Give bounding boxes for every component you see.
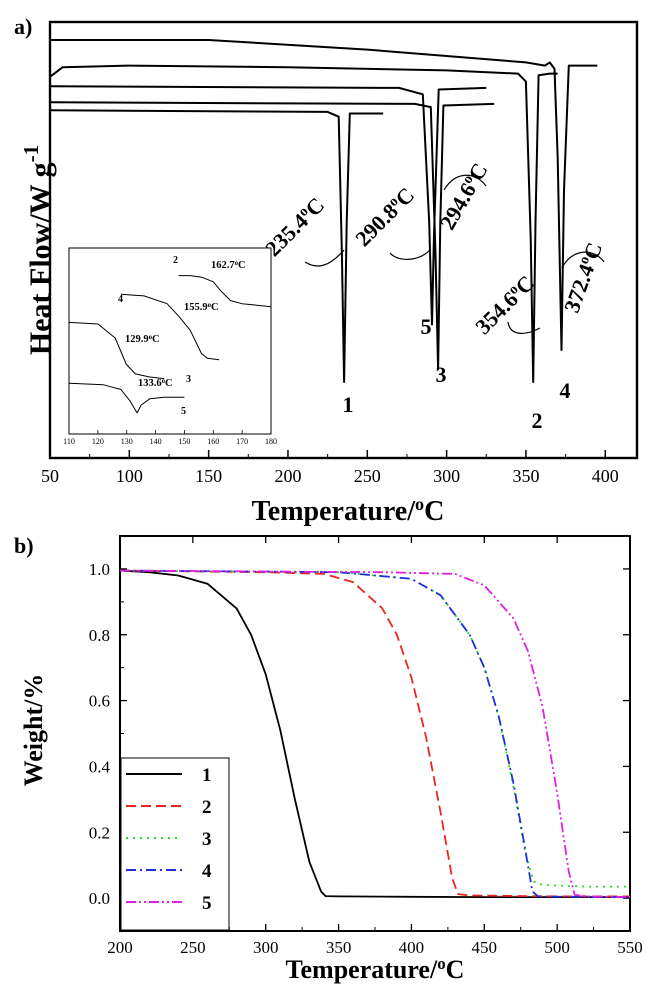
annotation-arrow [304,249,345,267]
inset-peak-annotation: 162.7oC [211,260,246,272]
dsc-curve-1 [49,109,384,383]
panel-a-curves [49,39,598,383]
curve-label: 2 [532,408,543,433]
inset-x-tick-label: 140 [150,437,162,446]
inset-x-tick-label: 150 [178,437,190,446]
curve-label: 4 [560,378,571,403]
legend-label: 1 [202,765,212,786]
inset-x-tick-label: 130 [121,437,133,446]
panel-a-x-tick-label: 300 [433,466,460,486]
annotation-arrow [443,174,487,191]
inset-x-ticks: 110 120 130 140 150 160 170 180 [63,430,277,446]
panel-a-x-tick-label: 150 [195,466,222,486]
tga-curve-4 [119,569,630,898]
panel-b-x-tick-label: 550 [617,938,643,957]
inset-x-tick-label: 180 [265,437,277,446]
panel-b-x-tick-label: 500 [544,938,570,957]
inset-curves [68,275,272,414]
curve-label: 1 [343,392,354,417]
panel-a-x-axis-label: Temperature/oC [252,494,445,527]
panel-b-x-tick-label: 350 [326,938,352,957]
inset-peak-annotation: 133.6oC [138,378,173,390]
panel-a-y-axis-label: Heat Flow/W g-1 [19,145,57,355]
panel-a-x-tick-label: 400 [592,466,619,486]
panel-a-x-ticks: 50 100 150 200 250 300 350 400 [41,450,619,486]
inset-annotations: 162.7oC 155.9oC 129.9oC 133.6oC [125,260,246,390]
panel-a-x-tick-label: 100 [116,466,143,486]
panel-b-x-tick-label: 200 [107,938,133,957]
inset-curve-labels: 2 4 3 5 [118,255,191,417]
annotation-arrow [389,249,431,260]
inset-curve-label: 5 [181,406,186,417]
panel-b-x-tick-label: 250 [180,938,206,957]
panel-b-y-tick-label: 0.0 [89,889,110,908]
panel-a-x-tick-label: 250 [354,466,381,486]
panel-b-y-tick-label: 1.0 [89,560,110,579]
dsc-curve-5 [49,85,487,326]
panel-b-x-tick-label: 300 [253,938,279,957]
inset-x-tick-label: 110 [63,437,75,446]
panel-b-y-tick-label: 0.8 [89,626,110,645]
inset-curve-label: 3 [186,374,191,385]
panel-a-frame [48,20,639,460]
panel-b: b) 200 250 300 350 400 450 500 550 0.0 0.2 0.4 0.6 0… [14,533,643,984]
inset-curve-2 [178,275,272,308]
legend-box [120,757,230,931]
panel-a: a) 50 100 150 200 250 300 350 400 Temperature/o… [14,14,639,527]
panel-a-x-tick-label: 50 [41,466,59,486]
panel-b-ticks: 200 250 300 350 400 450 500 550 0.0 0.2 0.4 0.6 0.8 1… [89,535,643,957]
peak-temperature-annotation: 294.6oC [435,159,493,234]
curve-label: 3 [436,362,447,387]
dsc-curve-2 [49,64,558,383]
inset-chart: 110 120 130 140 150 160 170 180 162.7oC155.9oC1… [63,247,277,446]
panel-b-x-tick-label: 400 [399,938,425,957]
panel-b-legend: 1 2 3 4 5 [120,757,230,931]
legend-label: 4 [202,861,212,882]
annotation-arrow [507,321,541,334]
inset-x-tick-label: 160 [207,437,219,446]
legend-label: 2 [202,797,212,818]
peak-temperature-annotation: 290.8oC [350,182,419,251]
panel-b-y-tick-label: 0.6 [89,692,110,711]
inset-peak-annotation: 129.9oC [125,334,160,346]
inset-curve-4 [120,293,220,361]
panel-b-y-tick-label: 0.2 [89,823,110,842]
peak-temperature-annotation: 372.4oC [559,239,607,316]
annotation-arrow [561,251,605,269]
panel-a-x-tick-label: 350 [512,466,539,486]
inset-peak-annotation: 155.9oC [184,302,219,314]
inset-curve-5 [68,382,185,414]
legend-label: 5 [202,893,212,914]
inset-x-tick-label: 120 [92,437,104,446]
panel-b-x-tick-label: 450 [472,938,498,957]
panel-b-curves [119,569,631,898]
panel-b-label: b) [14,533,34,558]
inset-frame [68,247,272,435]
inset-x-tick-label: 170 [236,437,248,446]
panel-a-curve-labels: 1 2 3 4 5 [343,314,571,433]
tga-curve-5 [119,569,631,898]
curve-label: 5 [421,314,432,339]
dsc-curve-4 [50,39,598,351]
inset-curve-label: 4 [118,294,123,305]
panel-b-y-axis-label: Weight/% [19,674,48,787]
panel-a-x-tick-label: 200 [274,466,301,486]
inset-curve-3 [68,321,165,380]
panel-b-x-axis-label: Temperature/oC [286,954,465,985]
dsc-curve-3 [49,101,495,371]
tga-curve-2 [119,569,630,898]
panel-a-label: a) [14,14,32,39]
peak-temperature-annotation: 354.6oC [470,270,539,339]
tga-curve-1 [119,569,630,898]
legend-label: 3 [202,829,212,850]
inset-curve-label: 2 [173,255,178,266]
panel-b-y-tick-label: 0.4 [89,757,111,776]
